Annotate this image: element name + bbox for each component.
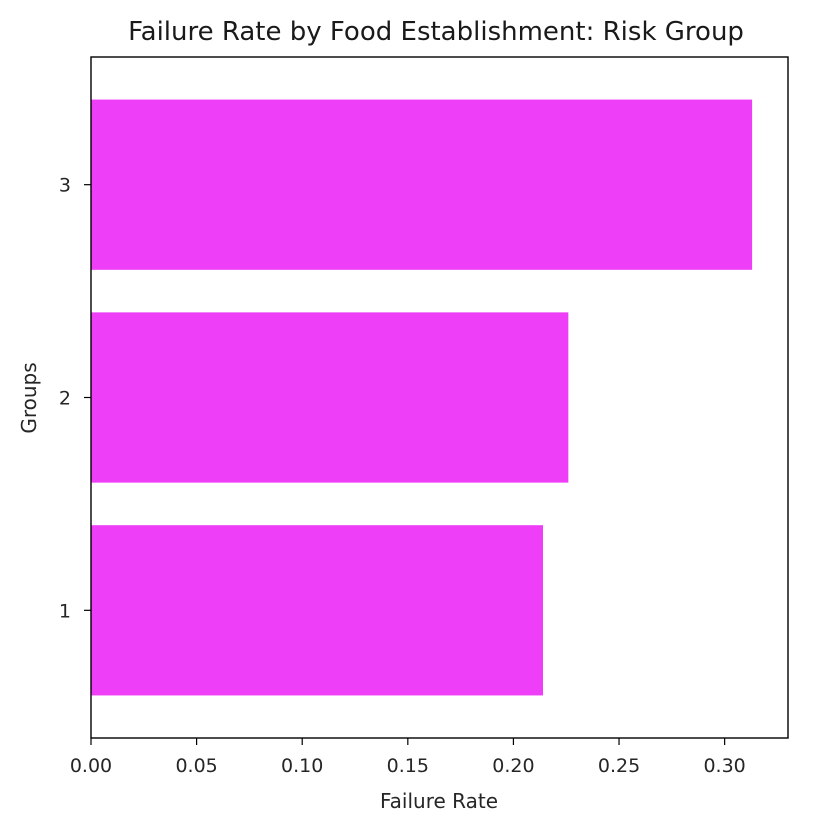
x-tick-label: 0.15 [387, 755, 429, 777]
x-axis: 0.00 0.05 0.10 0.15 0.20 0.25 0.30 [70, 738, 746, 777]
chart-title: Failure Rate by Food Establishment: Risk… [128, 17, 744, 47]
bar-group-1 [91, 525, 543, 696]
x-tick-label: 0.10 [281, 755, 323, 777]
bar-group-3 [91, 99, 753, 270]
x-axis-label: Failure Rate [380, 789, 498, 813]
y-axis-label: Groups [17, 362, 41, 433]
x-tick-label: 0.30 [703, 755, 745, 777]
x-tick-label: 0.25 [598, 755, 640, 777]
y-tick-label: 1 [59, 600, 71, 622]
y-tick-label: 3 [59, 175, 71, 197]
bar-group-2 [91, 312, 569, 483]
x-tick-label: 0.05 [175, 755, 217, 777]
y-axis: 1 2 3 [59, 175, 91, 622]
bars-group [91, 99, 753, 696]
y-tick-label: 2 [59, 388, 71, 410]
x-tick-label: 0.20 [492, 755, 534, 777]
x-tick-label: 0.00 [70, 755, 112, 777]
